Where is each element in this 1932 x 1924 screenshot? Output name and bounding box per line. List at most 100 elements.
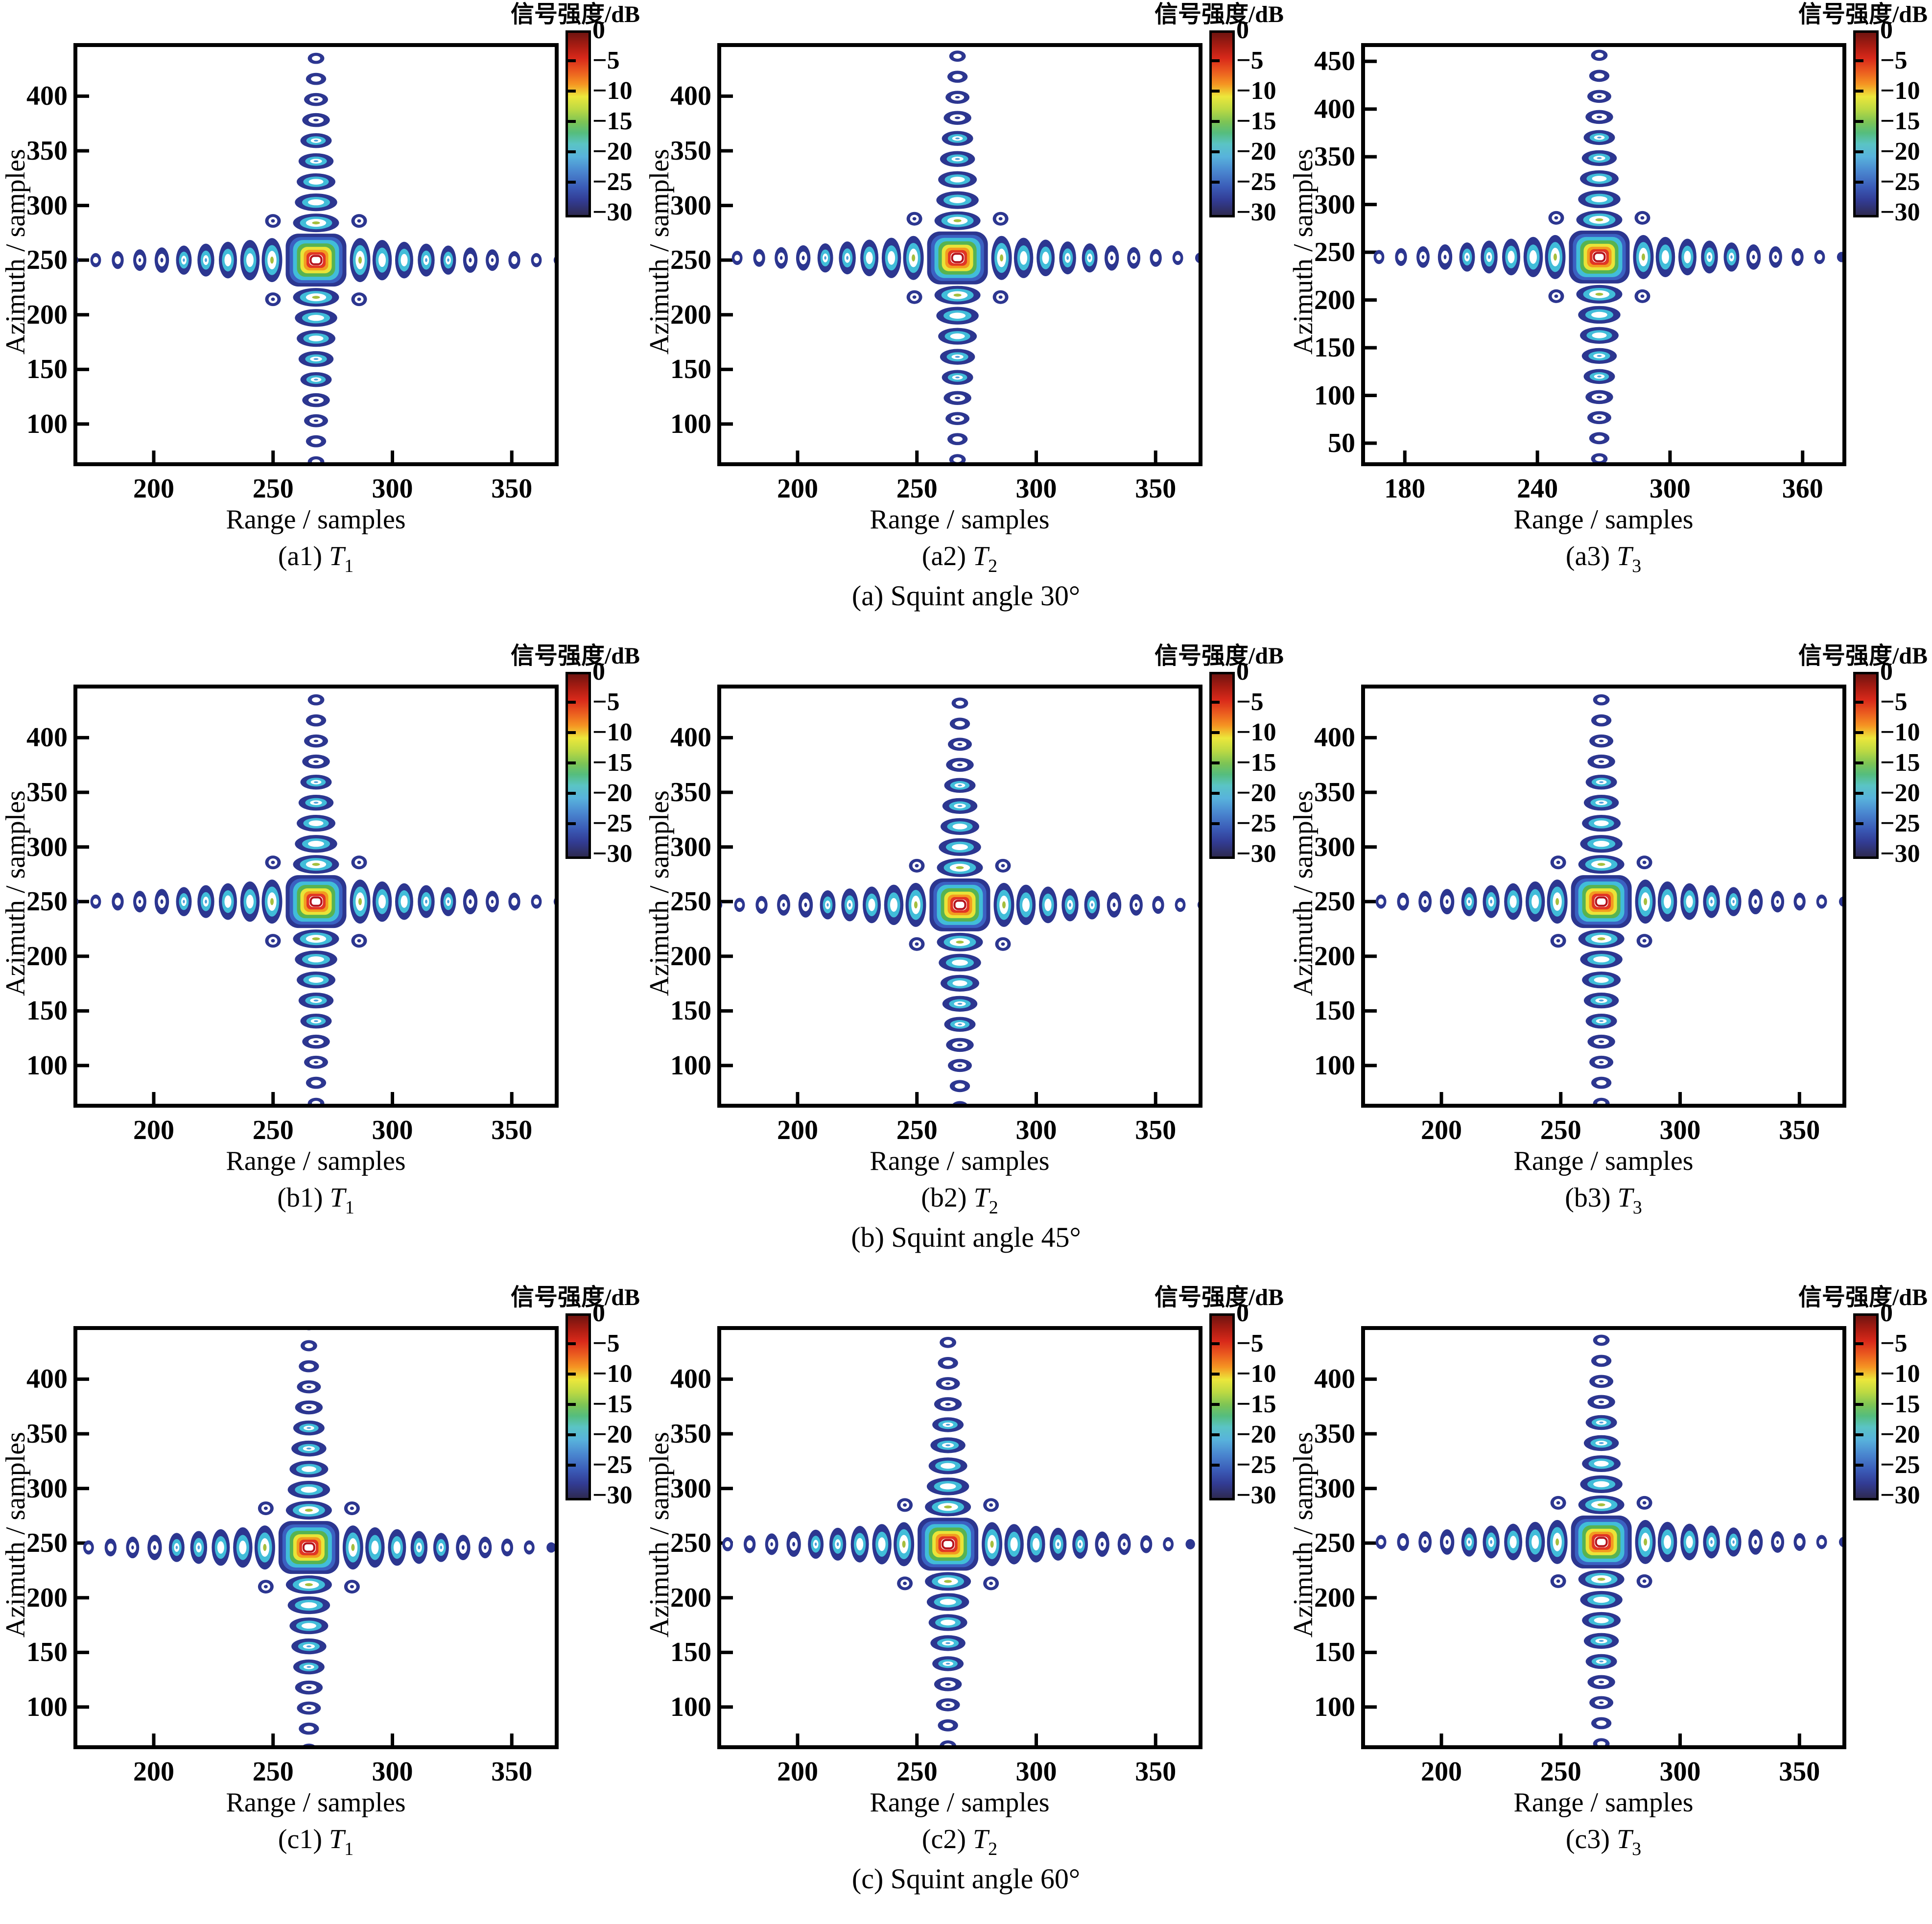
colorbar-tick bbox=[568, 761, 576, 764]
panel-caption-target: T bbox=[329, 541, 345, 571]
azimuth-sidelobe bbox=[944, 1505, 952, 1509]
azimuth-sidelobe bbox=[312, 56, 320, 61]
panel-caption-target-sub: 3 bbox=[1632, 1839, 1642, 1859]
colorbar-tick bbox=[568, 792, 576, 795]
colorbar-tick bbox=[1856, 59, 1863, 62]
range-sidelobe bbox=[447, 258, 449, 262]
y-axis-label: Azimuth / samples bbox=[644, 1432, 675, 1638]
azimuth-sidelobe bbox=[1599, 1020, 1604, 1022]
azimuth-sidelobe bbox=[1594, 820, 1609, 826]
azimuth-sidelobe bbox=[1592, 333, 1607, 338]
azimuth-sidelobe bbox=[306, 1686, 312, 1689]
azimuth-sidelobe bbox=[1596, 1720, 1606, 1726]
range-sidelobe bbox=[93, 898, 98, 905]
contour-plot bbox=[721, 50, 1199, 462]
azimuth-sidelobe bbox=[952, 980, 967, 986]
range-sidelobe bbox=[868, 899, 875, 911]
diagonal-sidelobe bbox=[357, 939, 361, 943]
range-sidelobe bbox=[1754, 899, 1757, 904]
colorbar bbox=[1209, 30, 1235, 217]
colorbar-tick-label: −15 bbox=[592, 107, 633, 135]
range-sidelobe bbox=[77, 898, 79, 905]
range-sidelobe bbox=[1010, 1537, 1018, 1551]
azimuth-sidelobe bbox=[312, 459, 320, 462]
range-sidelobe bbox=[401, 895, 408, 908]
y-tick-label: 200 bbox=[1314, 285, 1355, 315]
y-tick-label: 150 bbox=[670, 1637, 711, 1668]
range-sidelobe bbox=[138, 900, 141, 904]
azimuth-sidelobe bbox=[1599, 781, 1604, 783]
diagonal-sidelobe bbox=[1640, 216, 1645, 220]
range-sidelobe bbox=[1490, 1540, 1493, 1544]
azimuth-sidelobe bbox=[311, 1080, 321, 1086]
range-sidelobe bbox=[217, 1541, 224, 1554]
y-tick-label: 350 bbox=[1314, 777, 1355, 808]
main-lobe bbox=[1594, 896, 1608, 907]
azimuth-sidelobe bbox=[1599, 999, 1604, 1002]
range-sidelobe bbox=[197, 1545, 200, 1550]
range-sidelobe bbox=[447, 900, 449, 903]
colorbar-tick bbox=[1212, 181, 1220, 184]
colorbar bbox=[1209, 672, 1235, 859]
panel-caption: (a2) T2 bbox=[813, 541, 1107, 576]
figure-row-panels: 信号强度/dB 400 350 300 250 200 150 100 200 250 300 350… bbox=[0, 641, 1932, 1218]
azimuth-sidelobe bbox=[1597, 137, 1602, 139]
range-sidelobe bbox=[160, 258, 164, 262]
y-tick-label: 150 bbox=[670, 354, 711, 385]
panel-caption-target: T bbox=[973, 1824, 989, 1854]
contour-plot bbox=[77, 694, 555, 1104]
colorbar bbox=[565, 30, 591, 217]
plot-area bbox=[717, 685, 1202, 1108]
main-lobe bbox=[1594, 1536, 1608, 1547]
colorbar-tick-label: 0 bbox=[1236, 658, 1249, 686]
diagonal-sidelobe bbox=[1556, 1579, 1560, 1583]
colorbar-tick-label: −15 bbox=[592, 749, 633, 777]
colorbar-tick bbox=[1212, 90, 1220, 93]
diagonal-sidelobe bbox=[912, 295, 917, 299]
azimuth-sidelobe bbox=[303, 1743, 315, 1745]
azimuth-sidelobe bbox=[301, 1486, 317, 1493]
colorbar-title: 信号强度/dB bbox=[1798, 643, 1928, 669]
colorbar-tick-label: −20 bbox=[592, 138, 633, 166]
azimuth-sidelobe bbox=[313, 802, 319, 804]
azimuth-sidelobe bbox=[312, 937, 320, 941]
azimuth-sidelobe bbox=[1594, 73, 1604, 79]
y-tick-label: 100 bbox=[1314, 380, 1355, 411]
range-sidelobe bbox=[1421, 255, 1425, 259]
range-sidelobe bbox=[511, 897, 518, 906]
range-sidelobe bbox=[1776, 1540, 1779, 1544]
panel-caption-target: T bbox=[973, 1183, 989, 1213]
panel-caption: (b2) T2 bbox=[813, 1182, 1107, 1218]
colorbar bbox=[565, 672, 591, 859]
range-sidelobe bbox=[1555, 1538, 1559, 1546]
row-caption: (c) Squint angle 60° bbox=[851, 1863, 1081, 1895]
azimuth-sidelobe bbox=[945, 1424, 950, 1426]
azimuth-sidelobe bbox=[308, 335, 324, 341]
x-tick-label: 200 bbox=[133, 474, 174, 504]
range-sidelobe bbox=[418, 1545, 421, 1550]
range-sidelobe bbox=[792, 1542, 796, 1547]
range-sidelobe bbox=[1531, 1535, 1539, 1549]
range-sidelobe bbox=[511, 256, 518, 264]
range-sidelobe bbox=[836, 1542, 839, 1546]
colorbar-tick-label: −20 bbox=[1880, 779, 1920, 807]
x-tick-label: 300 bbox=[1659, 1757, 1701, 1787]
x-tick-label: 250 bbox=[252, 474, 294, 504]
azimuth-sidelobe bbox=[945, 1683, 951, 1686]
colorbar-tick-label: −10 bbox=[592, 718, 633, 746]
y-tick-label: 450 bbox=[1314, 46, 1355, 77]
azimuth-sidelobe bbox=[1597, 1741, 1606, 1745]
range-sidelobe bbox=[1155, 901, 1161, 909]
x-axis-label: Range / samples bbox=[1513, 1787, 1694, 1818]
azimuth-sidelobe bbox=[953, 219, 962, 222]
figure-row-panels: 信号强度/dB 400 350 300 250 200 150 100 200 250 300 350… bbox=[0, 0, 1932, 576]
azimuth-sidelobe bbox=[305, 1509, 313, 1512]
x-tick-label: 300 bbox=[372, 474, 413, 504]
azimuth-sidelobe bbox=[308, 956, 324, 963]
panel-caption-prefix: (c3) bbox=[1565, 1824, 1617, 1854]
range-sidelobe bbox=[1101, 1542, 1104, 1547]
range-sidelobe bbox=[1000, 254, 1004, 261]
azimuth-sidelobe bbox=[955, 158, 960, 160]
panel-caption-target-sub: 1 bbox=[344, 1839, 354, 1859]
figure-row: 信号强度/dB 400 350 300 250 200 150 100 200 250 300 350… bbox=[0, 0, 1932, 641]
